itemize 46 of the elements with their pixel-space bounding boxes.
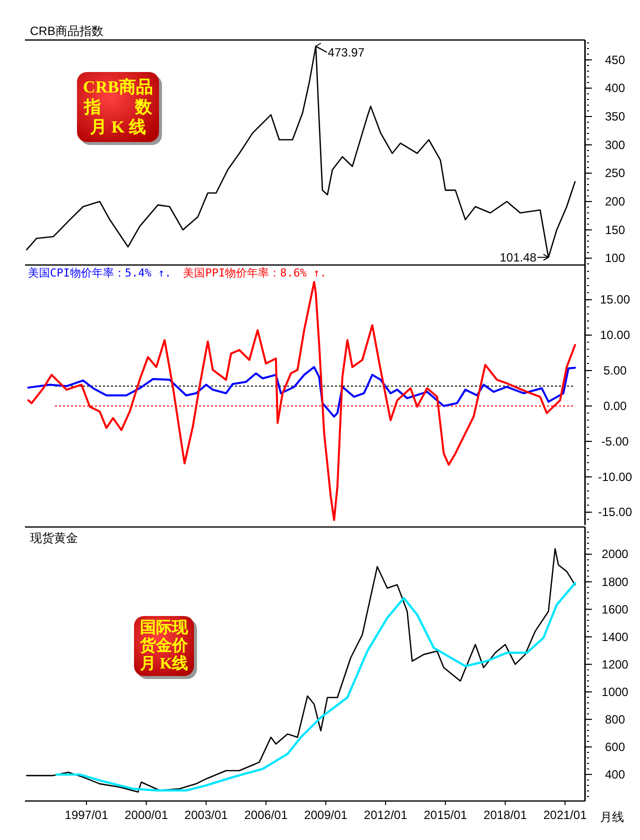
y-tick-label: 100 (604, 251, 626, 266)
x-tick-label: 2000/01 (124, 808, 168, 822)
y-tick-label: 600 (604, 740, 626, 754)
y-tick-label: 10.00 (600, 328, 630, 342)
x-tick-label: 2009/01 (304, 808, 348, 822)
text: 美国CPI物价年率：5.4% ↑. (28, 266, 172, 280)
annotation: CRB商品 (83, 78, 153, 96)
annotation: 101.48 (500, 250, 537, 264)
y-tick-label: 1600 (602, 602, 629, 616)
y-tick-label: 800 (604, 712, 626, 726)
x-tick-label: 2003/01 (184, 808, 228, 822)
y-tick-label: -5.00 (601, 434, 629, 448)
y-tick-label: 5.00 (603, 364, 627, 378)
y-tick-label: 1800 (602, 574, 629, 589)
y-tick-label: 1000 (602, 684, 629, 699)
series-label: 美国PPI物价年率：8.6% ↑. (183, 266, 326, 280)
text: 月线 (600, 810, 624, 824)
x-tick-label: 2018/01 (484, 808, 528, 822)
annotation: 473.97 (328, 45, 365, 60)
y-tick-label: 150 (604, 222, 626, 237)
x-tick-label: 2006/01 (244, 808, 288, 822)
y-tick-label: 1400 (602, 630, 629, 644)
annotation: 月 K线 (138, 654, 188, 672)
annotation: 货金价 (139, 636, 189, 654)
y-tick-label: 1200 (602, 657, 629, 672)
annotation: 指 数 (83, 98, 153, 116)
y-tick-label: 2000 (602, 547, 629, 562)
y-tick-label: 0.00 (603, 398, 627, 413)
y-tick-label: 400 (604, 767, 626, 782)
y-tick-label: 250 (604, 166, 626, 180)
annotation: 月 K 线 (89, 118, 146, 136)
x-tick-label: 2012/01 (364, 808, 408, 822)
chart-title: CRB商品指数 (30, 24, 104, 38)
y-tick-label: -10.00 (598, 470, 632, 484)
y-tick-label: 300 (604, 138, 626, 152)
y-tick-label: 200 (604, 194, 626, 209)
chart-title: 现货黄金 (30, 531, 78, 545)
y-tick-label: 15.00 (600, 292, 630, 307)
x-tick-label: 2021/01 (543, 808, 588, 822)
y-tick-label: -15.00 (598, 505, 632, 520)
y-tick-label: 400 (604, 81, 626, 96)
y-tick-label: 350 (604, 110, 626, 124)
x-tick-label: 1997/01 (64, 808, 108, 822)
annotation: 国际现 (140, 620, 189, 636)
y-tick-label: 450 (604, 52, 626, 67)
x-tick-label: 2015/01 (424, 808, 468, 822)
